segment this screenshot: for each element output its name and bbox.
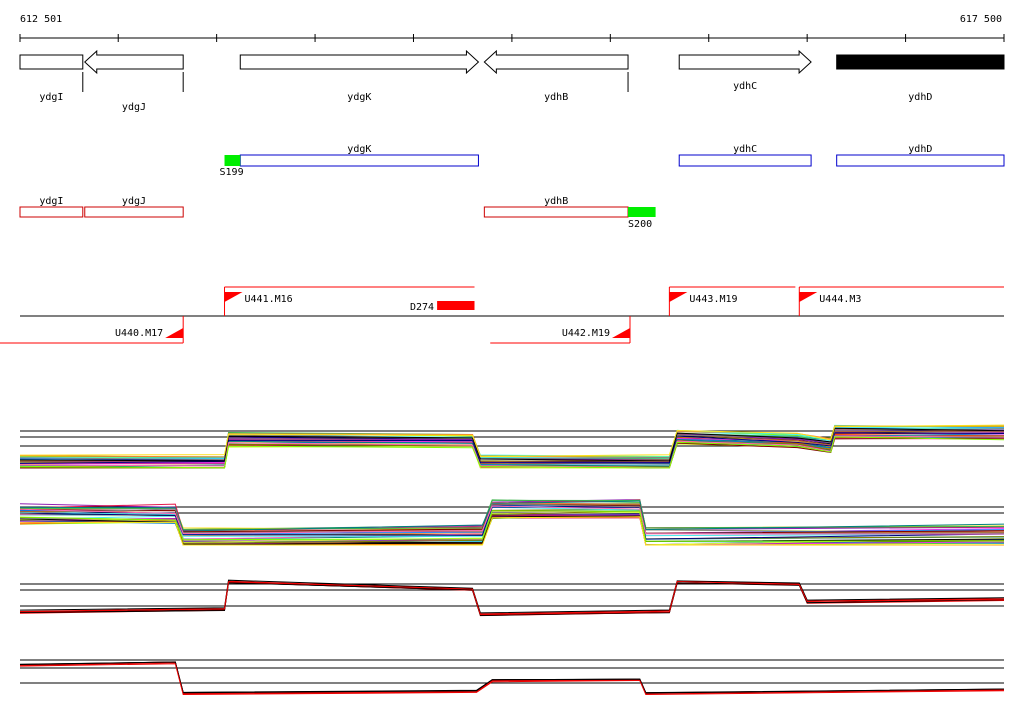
minus-strand-tiling-series-line [19, 516, 1005, 546]
minus-gene-ydgj-box [84, 206, 184, 218]
ruler-ticks [19, 34, 1005, 42]
minus-strand-summary-series-line [19, 662, 1005, 695]
plus-strand-genes-track: ydgK ydhC ydhD S199 [220, 144, 1005, 178]
minus-gene-ydgi-box [19, 206, 84, 218]
minus-feature-s200-label: S200 [628, 219, 652, 230]
minus-gene-ydgj-label: ydgJ [122, 196, 146, 207]
plus-gene-ydhc-box [678, 154, 812, 167]
minus-strand-tiling-series-line [19, 510, 1005, 542]
plus-feature-s199-box [224, 155, 241, 166]
annotated-genes-track: ydgI ydgJ ydgK ydhB ydhC ydhD [19, 49, 1005, 113]
plus-strand-tiling-series-line [19, 424, 1005, 458]
minus-feature-s200-box [628, 207, 656, 217]
minus-transcript-flag [165, 328, 184, 338]
minus-gene-ydhb-label: ydhB [544, 196, 568, 207]
plus-strand-tiling-series-line [19, 436, 1005, 469]
plus-strand-summary-series-line [19, 580, 1005, 616]
plus-strand-tiling-track [19, 424, 1005, 469]
minus-gene-ydhb-box [483, 206, 629, 218]
gene-ydhb-label: ydhB [544, 92, 568, 103]
minus-transcript-label: U440.M17 [115, 328, 163, 339]
plus-gene-ydgk-label: ydgK [347, 144, 371, 155]
gene-ydhc-label: ydhC [733, 81, 757, 92]
plus-gene-ydhd-label: ydhD [908, 144, 932, 155]
gene-ydgj-label: ydgJ [122, 102, 146, 113]
minus-strand-tiling-track [19, 498, 1005, 546]
plus-strand-summary-series-line [19, 579, 1005, 614]
plus-transcript-label: U444.M3 [819, 294, 861, 305]
gene-ydhc-arrow [678, 49, 812, 75]
gene-ydhb-arrow [483, 49, 629, 75]
plus-transcript-flag [224, 292, 243, 302]
transcript-units-track: U441.M16 U443.M19 U444.M3 U440.M17 U442.M19 D… [0, 286, 1004, 344]
plus-feature-s199-label: S199 [220, 167, 244, 178]
ruler-start-label: 612 501 [20, 14, 62, 25]
plus-gene-ydhd-box [836, 154, 1005, 167]
marker-d274-label: D274 [410, 302, 434, 313]
gene-ydgi-label: ydgI [39, 92, 63, 103]
minus-transcript-label: U442.M19 [562, 328, 610, 339]
minus-strand-summary-track [19, 659, 1005, 696]
minus-strand-summary-series-line [19, 663, 1005, 696]
plus-gene-ydgk-box [239, 154, 479, 167]
minus-strand-summary-series-line [19, 661, 1005, 694]
plus-strand-summary-series-line [19, 580, 1005, 615]
gene-ydgk-arrow [239, 49, 480, 75]
gene-ydhd-label: ydhD [908, 92, 932, 103]
minus-transcript-flag [612, 328, 631, 338]
ruler-end-label: 617 500 [960, 14, 1002, 25]
plus-transcript-label: U441.M16 [245, 294, 293, 305]
plus-gene-ydhc-label: ydhC [733, 144, 757, 155]
minus-strand-genes-track: ydgI ydgJ ydhB S200 [19, 196, 656, 230]
plus-strand-summary-track [19, 579, 1005, 617]
coordinate-ruler: 612 501 617 500 [19, 14, 1005, 42]
minus-strand-tiling-series-line [19, 505, 1005, 535]
gene-ydgj-arrow [84, 49, 184, 75]
plus-transcript-flag [669, 292, 688, 302]
minus-strand-summary-series-line [19, 661, 1005, 694]
minus-strand-summary-series-line [19, 661, 1005, 694]
minus-strand-summary-series-line [19, 661, 1005, 694]
plus-strand-tiling-series-line [19, 427, 1005, 462]
gene-ydgi-box [19, 54, 84, 70]
plus-transcript-label: U443.M19 [689, 294, 737, 305]
plus-transcript-flag [799, 292, 818, 302]
minus-gene-ydgi-label: ydgI [39, 196, 63, 207]
gene-ydhd-box [836, 54, 1005, 70]
marker-d274-box [437, 301, 475, 310]
gene-ydgk-label: ydgK [347, 92, 371, 103]
